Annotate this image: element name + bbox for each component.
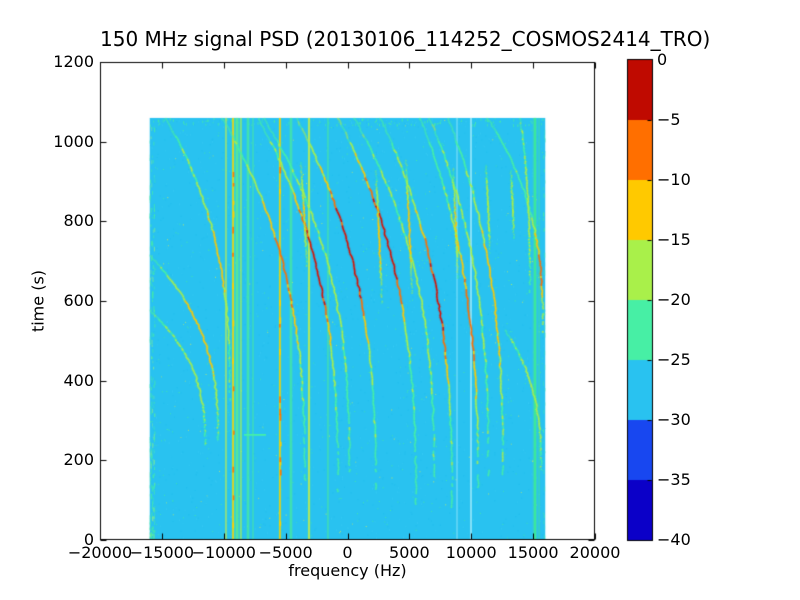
y-tick-label: 400 <box>63 370 94 390</box>
x-axis-label: frequency (Hz) <box>288 561 407 580</box>
colorbar-tick-label: −20 <box>657 290 691 309</box>
y-tick-label: 1200 <box>53 52 94 71</box>
y-tick-label: 600 <box>63 291 94 310</box>
x-tick-label: 15000 <box>507 543 559 562</box>
x-tick-label: −5000 <box>258 543 313 562</box>
chart-title: 150 MHz signal PSD (20130106_114252_COSM… <box>100 27 711 51</box>
x-tick-label: 20000 <box>569 543 621 562</box>
colorbar-tick-label: −5 <box>657 110 681 129</box>
colorbar-tick-label: −40 <box>657 530 691 549</box>
y-tick-label: 200 <box>63 450 94 470</box>
x-tick-label: −10000 <box>191 543 256 562</box>
x-tick-label: 10000 <box>445 543 497 562</box>
colorbar-tick-label: −30 <box>657 410 691 429</box>
colorbar-tick-label: −25 <box>657 350 691 369</box>
y-tick-label: 0 <box>83 530 94 549</box>
x-tick-label: 0 <box>342 543 353 562</box>
colorbar-tick-label: −15 <box>657 230 691 249</box>
x-tick-label: −20000 <box>67 543 133 562</box>
colorbar-tick-label: −35 <box>657 470 691 489</box>
colorbar-tick-label: −10 <box>657 170 691 189</box>
x-tick-label: −15000 <box>129 543 195 562</box>
colorbar-tick-label: 0 <box>657 50 668 69</box>
x-tick-label: 5000 <box>389 543 430 562</box>
y-tick-label: 1000 <box>53 131 94 151</box>
y-tick-label: 800 <box>63 211 94 231</box>
